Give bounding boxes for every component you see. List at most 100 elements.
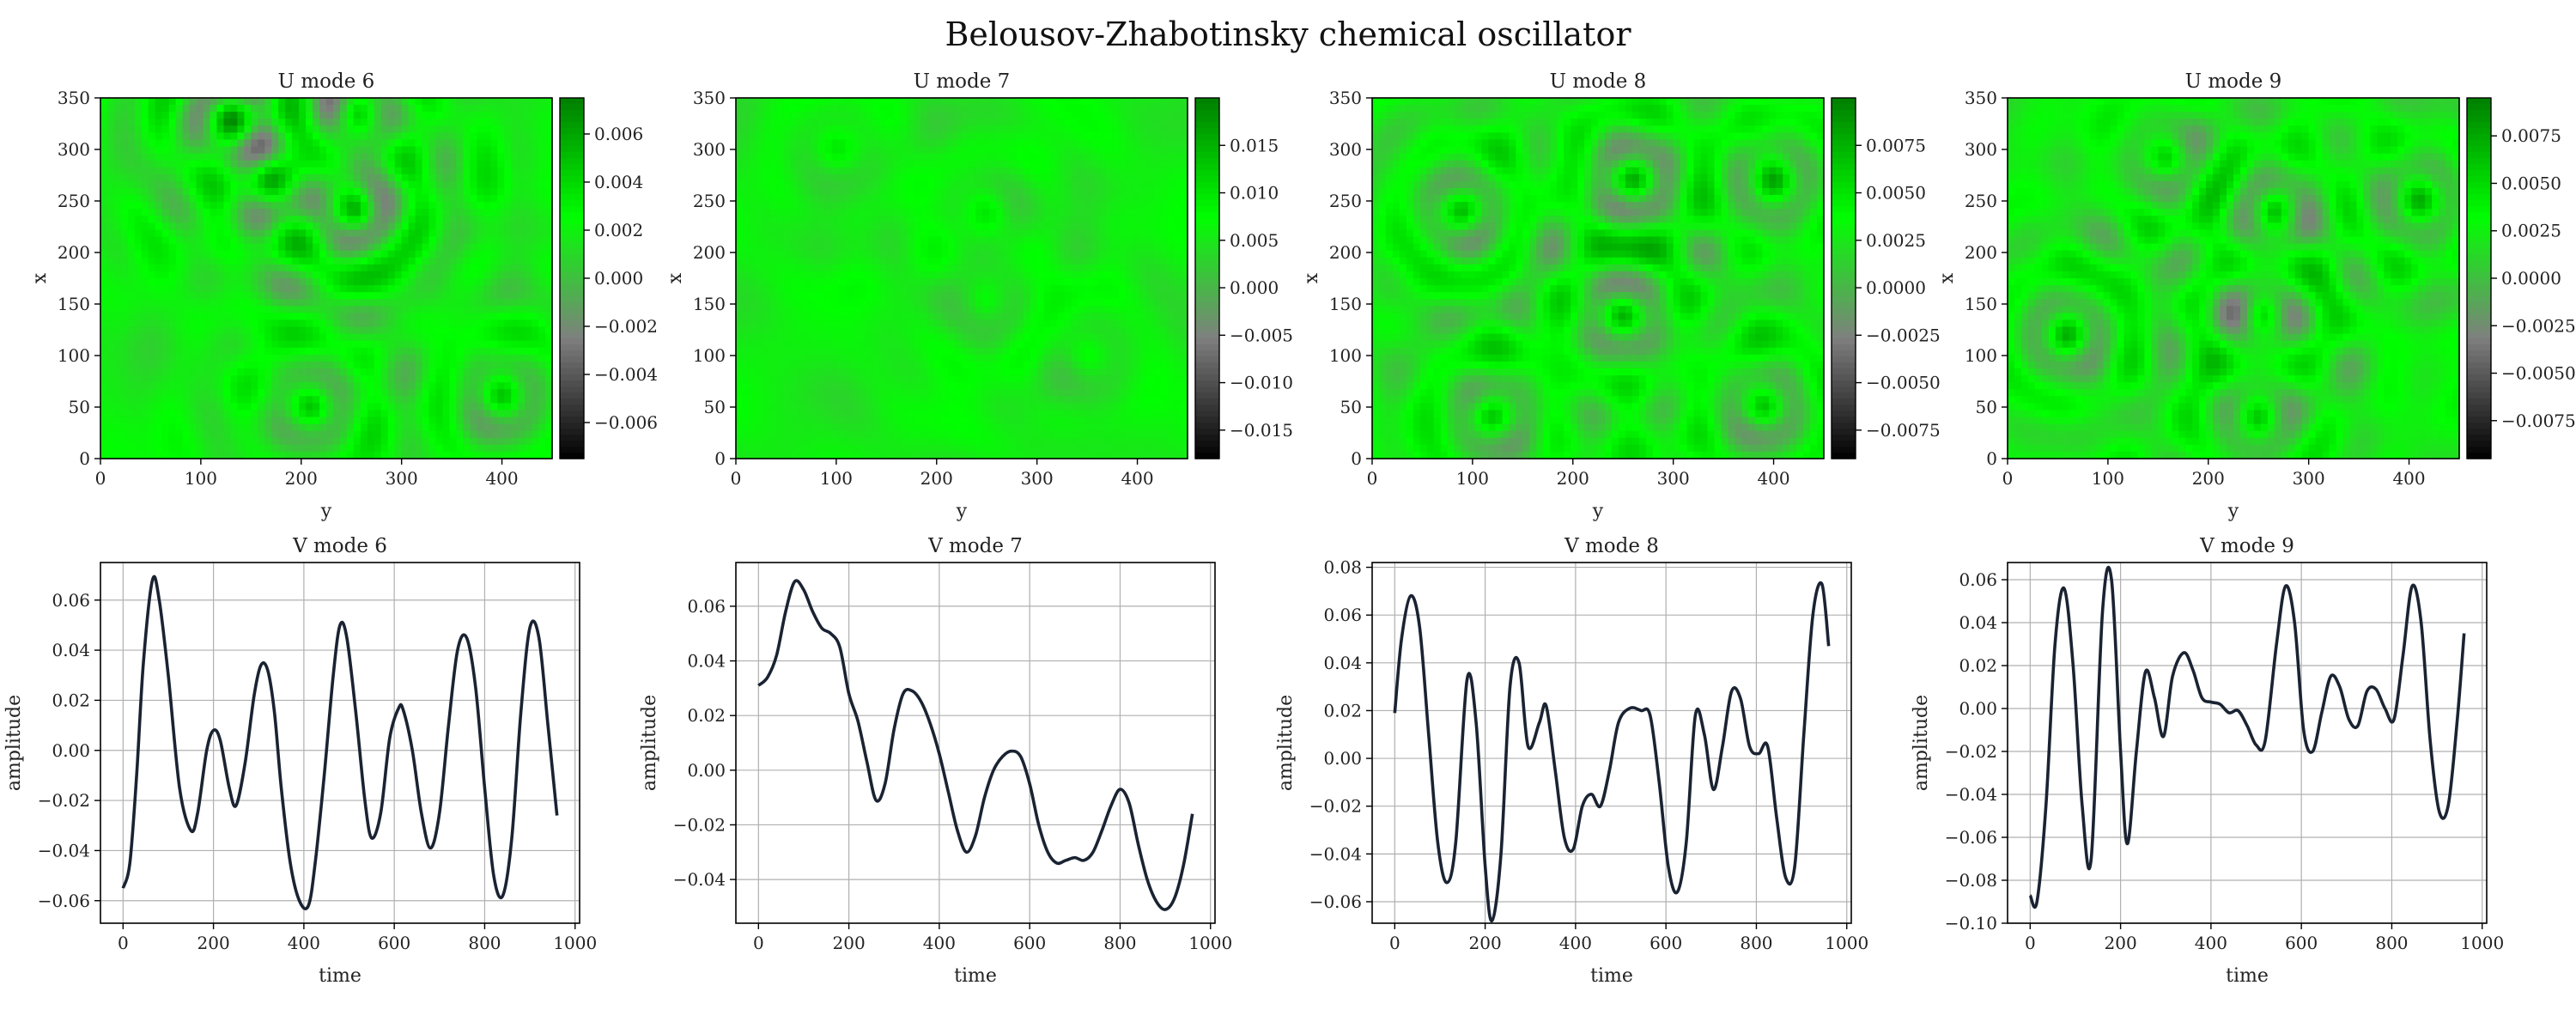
colorbar-segment bbox=[2467, 218, 2491, 225]
colorbar-segment bbox=[1832, 302, 1856, 309]
colorbar-segment bbox=[2467, 314, 2491, 321]
colorbar-segment bbox=[1195, 224, 1219, 231]
x-tick-label: 600 bbox=[1649, 933, 1682, 953]
y-tick-label: −0.04 bbox=[1945, 784, 1997, 805]
colorbar-segment bbox=[560, 224, 584, 231]
colorbar-segment bbox=[1832, 230, 1856, 237]
colorbar-segment bbox=[1195, 296, 1219, 303]
y-tick-label: 250 bbox=[58, 191, 90, 211]
colorbar-segment bbox=[2467, 447, 2491, 453]
colorbar-segment bbox=[1832, 326, 1856, 333]
x-tick-label: 300 bbox=[386, 468, 418, 489]
colorbar-segment bbox=[1832, 200, 1856, 207]
colorbar-segment bbox=[1195, 170, 1219, 177]
colorbar-segment bbox=[1832, 447, 1856, 453]
colorbar-segment bbox=[1195, 242, 1219, 249]
colorbar-segment bbox=[1195, 411, 1219, 417]
x-tick-label: 200 bbox=[2192, 468, 2225, 489]
colorbar-segment bbox=[560, 134, 584, 141]
colorbar-segment bbox=[1832, 182, 1856, 189]
y-tick-label: 150 bbox=[693, 294, 726, 314]
colorbar-segment bbox=[560, 332, 584, 339]
colorbar-segment bbox=[1195, 398, 1219, 405]
colorbar-segment bbox=[1195, 206, 1219, 213]
colorbar: −0.0075−0.0050−0.00250.00000.00250.00500… bbox=[2467, 98, 2576, 459]
colorbar-segment bbox=[1195, 266, 1219, 273]
colorbar-segment bbox=[560, 98, 584, 105]
x-tick-label: 400 bbox=[485, 468, 518, 489]
colorbar-segment bbox=[2467, 404, 2491, 411]
colorbar-segment bbox=[1832, 404, 1856, 411]
colorbar-segment bbox=[1195, 417, 1219, 423]
x-tick-label: 0 bbox=[753, 933, 764, 953]
y-tick-label: 0.08 bbox=[1323, 557, 1362, 578]
colorbar-segment bbox=[1195, 380, 1219, 387]
colorbar-segment bbox=[560, 296, 584, 303]
y-axis-label: x bbox=[1936, 272, 1958, 283]
x-axis-label: time bbox=[2226, 965, 2269, 987]
colorbar-segment bbox=[2467, 429, 2491, 435]
colorbar-segment bbox=[1832, 188, 1856, 195]
colorbar-tick-label: 0.0075 bbox=[1866, 135, 1926, 155]
colorbar-segment bbox=[2467, 212, 2491, 219]
colorbar-segment bbox=[2467, 188, 2491, 195]
x-tick-label: 600 bbox=[1013, 933, 1046, 953]
colorbar-segment bbox=[1832, 350, 1856, 357]
colorbar-segment bbox=[1832, 417, 1856, 423]
colorbar-segment bbox=[1832, 356, 1856, 363]
y-tick-label: 0.02 bbox=[1959, 655, 1997, 676]
colorbar-segment bbox=[560, 140, 584, 147]
colorbar-segment bbox=[2467, 182, 2491, 189]
colorbar-segment bbox=[2467, 158, 2491, 165]
y-axis-label: amplitude bbox=[3, 695, 25, 791]
chart-title: U mode 8 bbox=[1550, 70, 1647, 93]
colorbar-segment bbox=[2467, 320, 2491, 327]
colorbar-segment bbox=[2467, 146, 2491, 153]
colorbar-segment bbox=[560, 164, 584, 171]
x-tick-label: 200 bbox=[2105, 933, 2137, 953]
colorbar-segment bbox=[1832, 152, 1856, 159]
y-axis-label: amplitude bbox=[1911, 695, 1932, 791]
y-tick-label: −0.02 bbox=[1309, 796, 1362, 817]
colorbar-segment bbox=[560, 404, 584, 411]
x-tick-label: 300 bbox=[1021, 468, 1054, 489]
y-tick-label: 0.06 bbox=[1323, 605, 1362, 625]
colorbar-segment bbox=[1195, 326, 1219, 333]
colorbar-segment bbox=[1195, 314, 1219, 321]
colorbar-segment bbox=[1832, 374, 1856, 381]
x-tick-label: 800 bbox=[1740, 933, 1772, 953]
colorbar-segment bbox=[560, 368, 584, 375]
colorbar-segment bbox=[560, 260, 584, 267]
colorbar-segment bbox=[560, 254, 584, 261]
y-tick-label: 0.04 bbox=[687, 651, 726, 672]
x-tick-label: 0 bbox=[95, 468, 106, 489]
colorbar-segment bbox=[2467, 110, 2491, 117]
colorbar-segment bbox=[1195, 404, 1219, 411]
colorbar-segment bbox=[1832, 194, 1856, 201]
colorbar-segment bbox=[1195, 392, 1219, 399]
y-tick-label: 150 bbox=[1329, 294, 1362, 314]
colorbar-segment bbox=[1195, 152, 1219, 159]
colorbar-segment bbox=[2467, 350, 2491, 357]
y-tick-label: 0.02 bbox=[1323, 700, 1362, 721]
y-axis-label: x bbox=[29, 272, 51, 283]
colorbar-segment bbox=[1832, 435, 1856, 441]
y-tick-label: 300 bbox=[1329, 139, 1362, 160]
colorbar-segment bbox=[560, 248, 584, 255]
colorbar-segment bbox=[560, 122, 584, 129]
colorbar-tick-label: 0.000 bbox=[1230, 277, 1279, 298]
colorbar-tick-label: −0.002 bbox=[594, 316, 658, 337]
colorbar-segment bbox=[1195, 110, 1219, 117]
y-tick-label: 0.04 bbox=[52, 640, 90, 660]
colorbar-segment bbox=[560, 314, 584, 321]
colorbar-segment bbox=[1195, 158, 1219, 165]
colorbar-segment bbox=[2467, 423, 2491, 429]
colorbar-segment bbox=[1832, 441, 1856, 447]
colorbar-segment bbox=[2467, 356, 2491, 363]
x-tick-label: 0 bbox=[2002, 468, 2014, 489]
colorbar-segment bbox=[1195, 374, 1219, 381]
colorbar-segment bbox=[2467, 441, 2491, 447]
